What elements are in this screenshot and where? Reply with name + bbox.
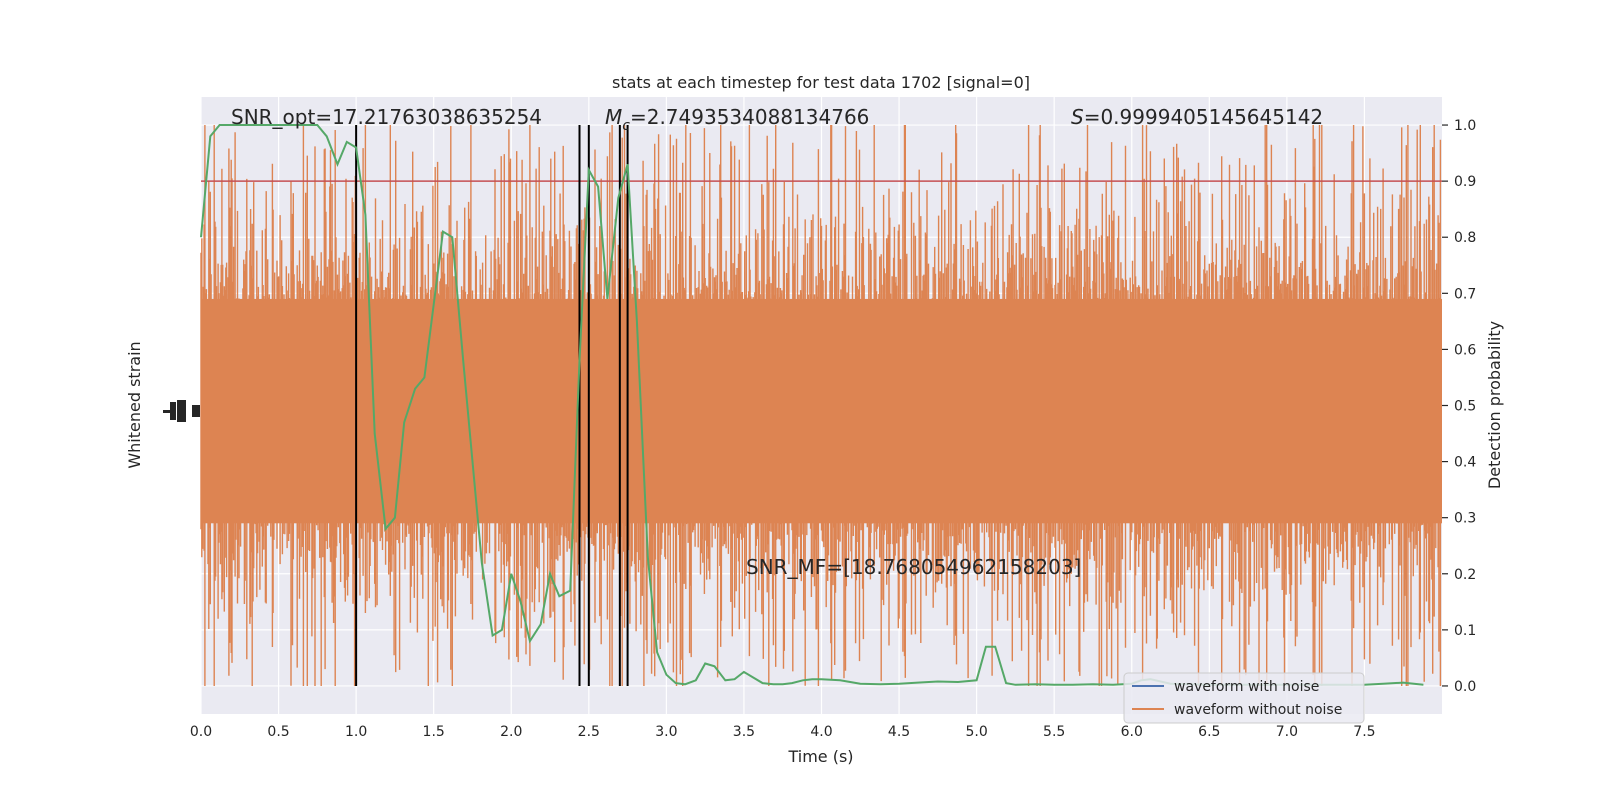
x-tick-label: 5.0 (965, 724, 987, 740)
y-tick-label: 0.9 (1454, 174, 1476, 190)
x-tick-label: 1.0 (345, 724, 367, 740)
right-axis-label: Detection probability (1485, 321, 1504, 489)
x-tick-label: 0.0 (190, 724, 212, 740)
mc-subscript: c (622, 118, 630, 134)
x-tick-label: 4.5 (888, 724, 910, 740)
x-tick-label: 1.5 (423, 724, 445, 740)
x-tick-label: 3.0 (655, 724, 677, 740)
y-tick-label: 0.2 (1454, 567, 1476, 583)
y-tick-label: 1.0 (1454, 118, 1476, 134)
left-axis-ticks (163, 400, 200, 422)
legend-label-without-noise: waveform without noise (1174, 702, 1342, 718)
y-tick-label: 0.7 (1454, 286, 1476, 302)
y-tick-label: 0.0 (1454, 679, 1476, 695)
x-tick-label: 6.5 (1198, 724, 1220, 740)
x-tick-label: 7.0 (1276, 724, 1298, 740)
snr-mf-annotation: SNR_MF=[18.768054962158203] (746, 555, 1081, 579)
x-tick-label: 4.0 (810, 724, 832, 740)
y-tick-label: 0.1 (1454, 623, 1476, 639)
vertical-markers (355, 125, 629, 686)
y-tick-label: 0.6 (1454, 342, 1476, 358)
x-tick-label: 2.5 (578, 724, 600, 740)
x-tick-label: 2.0 (500, 724, 522, 740)
mc-symbol: M (605, 105, 622, 129)
y-tick-label: 0.5 (1454, 399, 1476, 415)
y-tick-label: 0.4 (1454, 455, 1476, 471)
chart-title: stats at each timestep for test data 170… (612, 73, 1030, 92)
s-annotation: S=0.9999405145645142 (1071, 105, 1323, 129)
legend-box (1123, 672, 1365, 724)
x-tick-label: 3.5 (733, 724, 755, 740)
x-axis-label: Time (s) (787, 747, 853, 766)
y-tick-label: 0.8 (1454, 230, 1476, 246)
x-tick-label: 6.0 (1121, 724, 1143, 740)
mc-value: =2.7493534088134766 (630, 105, 869, 129)
left-axis-label: Whitened strain (125, 341, 144, 468)
y-tick-label: 0.3 (1454, 511, 1476, 527)
s-value: =0.9999405145645142 (1084, 105, 1323, 129)
s-symbol: S (1071, 105, 1084, 129)
detection-probability-series (200, 124, 1424, 686)
x-tick-label: 0.5 (267, 724, 289, 740)
snr-opt-annotation: SNR_opt=17.21763038635254 (231, 105, 542, 129)
x-axis-ticks: 0.0 0.5 1.0 1.5 2.0 2.5 3.0 3.5 4.0 4.5 5.0 5.5 6.0 6… (190, 724, 1376, 740)
x-tick-label: 5.5 (1043, 724, 1065, 740)
noise-core (201, 298, 1442, 524)
right-axis-ticks: 0.0 0.1 0.2 0.3 0.4 0.5 0.6 0.7 0.8 0.9 1.0 (1442, 118, 1476, 695)
probability-line (200, 124, 1424, 686)
mc-annotation: Mc=2.7493534088134766 (605, 105, 869, 134)
x-tick-label: 7.5 (1353, 724, 1375, 740)
legend: waveform with noise waveform without noi… (1123, 672, 1365, 724)
legend-label-with-noise: waveform with noise (1174, 679, 1319, 695)
